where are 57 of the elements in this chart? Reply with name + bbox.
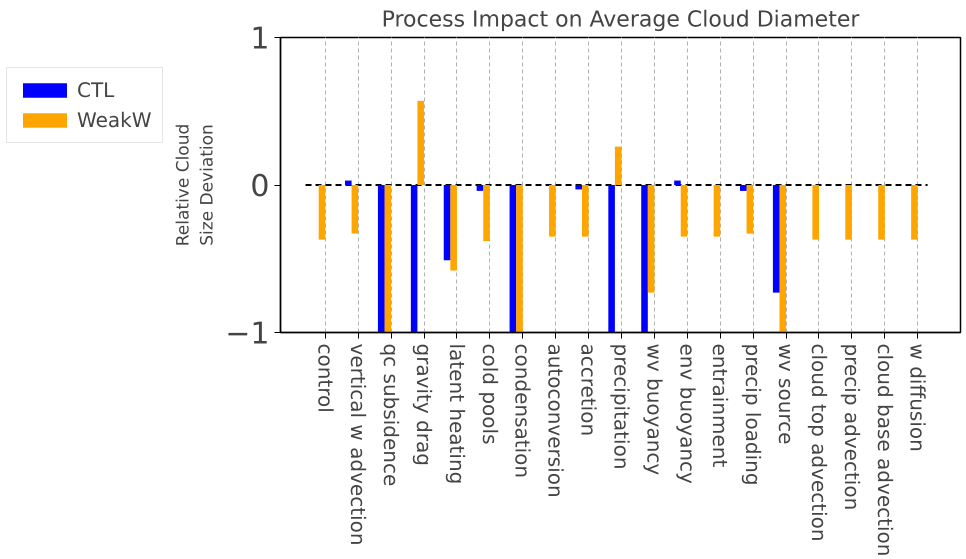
bar — [378, 185, 385, 332]
x-tick-label: accretion — [576, 344, 601, 436]
x-tick-label: latent heating — [444, 344, 469, 484]
bar — [746, 185, 754, 234]
bar — [582, 185, 589, 237]
bar — [549, 185, 556, 237]
x-tick-label: vertical w advection — [346, 344, 370, 546]
x-tick-label: gravity drag — [412, 344, 436, 466]
y-tick-label: 1 — [250, 22, 270, 56]
x-tick-label: cloud base advection — [872, 344, 897, 556]
x-tick-label: condensation — [510, 344, 535, 478]
y-axis-title: Relative Cloud Size Deviation — [173, 124, 218, 246]
chart-title: Process Impact on Average Cloud Diameter — [382, 8, 860, 32]
x-tick-label: precipitation — [609, 344, 634, 470]
bar — [352, 185, 358, 234]
bar — [772, 185, 780, 293]
bar — [641, 185, 648, 332]
bar — [845, 185, 852, 240]
x-tick-label: wv buoyancy — [642, 344, 666, 476]
x-tick-label: precip advection — [840, 344, 864, 510]
bar — [878, 185, 885, 240]
bar — [740, 185, 747, 191]
x-tick-label: entrainment — [708, 344, 732, 468]
bar — [417, 100, 424, 185]
bar — [608, 185, 615, 332]
bar — [318, 185, 326, 240]
bar — [648, 185, 654, 293]
bar — [812, 185, 819, 240]
bar — [483, 185, 490, 242]
legend-label: WeakW — [77, 108, 152, 132]
legend-label: CTL — [77, 78, 114, 102]
bar — [384, 185, 392, 332]
bar — [345, 180, 352, 185]
bar — [911, 185, 918, 240]
x-tick-label: w diffusion — [906, 344, 930, 452]
y-tick-label: 0 — [250, 169, 270, 204]
bar — [714, 185, 720, 237]
bar — [410, 185, 418, 332]
bar — [516, 185, 523, 332]
bar — [575, 185, 582, 190]
bar — [674, 180, 681, 185]
bar — [450, 185, 457, 271]
bar — [614, 146, 622, 185]
x-tick-label: control — [313, 344, 338, 413]
bar — [476, 185, 484, 191]
x-tick-label: precip loading — [741, 344, 766, 486]
x-tick-label: cold pools — [478, 344, 502, 444]
x-tick-label: autoconversion — [544, 344, 568, 498]
bar — [444, 185, 450, 260]
x-tick-label: cloud top advection — [806, 344, 831, 542]
x-tick-label: qc subsidence — [379, 344, 404, 486]
x-tick-label: wv source — [774, 344, 798, 444]
bar — [510, 185, 516, 332]
bar — [680, 185, 688, 237]
bar — [779, 185, 786, 332]
x-tick-label: env buoyancy — [675, 344, 700, 484]
y-tick-label: −1 — [225, 316, 270, 352]
